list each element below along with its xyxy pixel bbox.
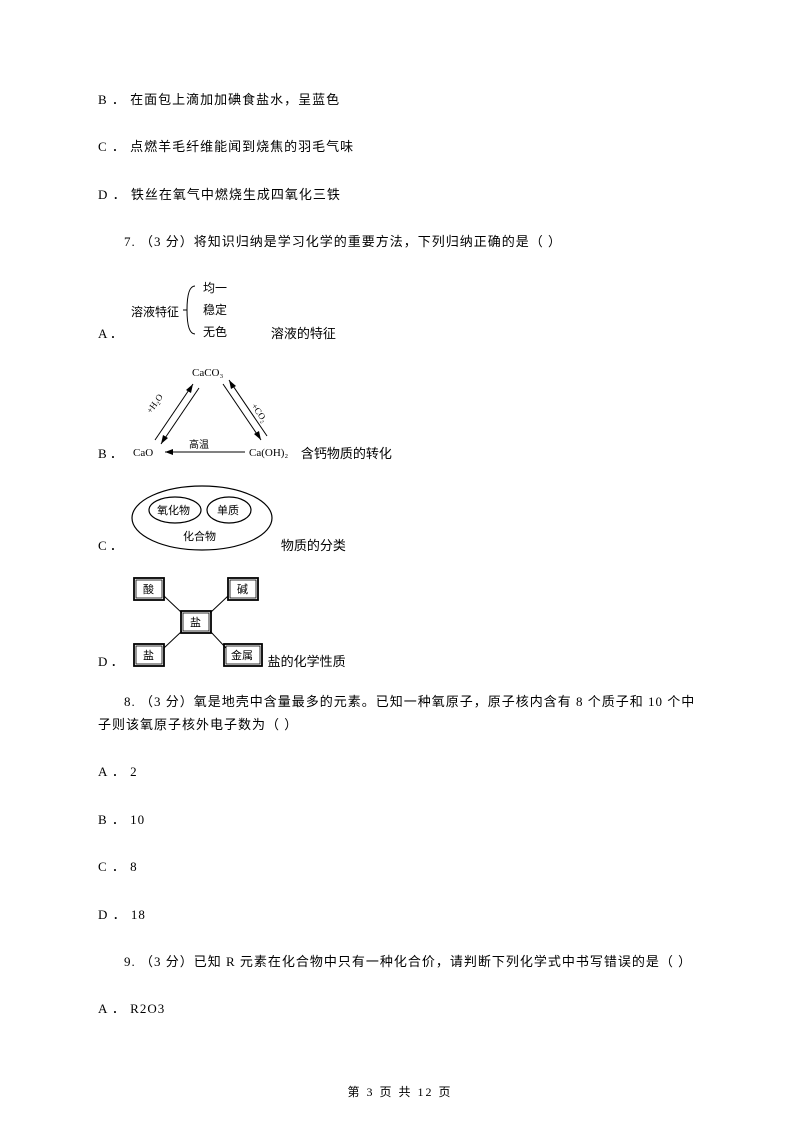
svg-text:氧化物: 氧化物 (157, 503, 190, 517)
q7-text: 7. （3 分）将知识归纳是学习化学的重要方法，下列归纳正确的是（ ） (98, 230, 702, 253)
q8-option-c: C ． 8 (98, 855, 702, 878)
svg-text:单质: 单质 (217, 504, 239, 517)
option-prefix: C ． (98, 535, 123, 554)
diagram-salt-properties: 盐 酸 碱 盐 金属 (128, 574, 264, 670)
svg-text:化合物: 化合物 (183, 529, 216, 543)
svg-text:稳定: 稳定 (203, 302, 227, 317)
diagram-solution-features: 溶液特征 均一 稳定 无色 (127, 278, 267, 342)
svg-text:盐: 盐 (143, 649, 154, 662)
svg-text:CaCO₃: CaCO₃ (192, 367, 224, 379)
svg-text:CaO: CaO (133, 447, 153, 459)
svg-text:+H₂O: +H₂O (144, 391, 165, 415)
option-suffix: 溶液的特征 (271, 323, 336, 342)
option-suffix: 盐的化学性质 (268, 651, 346, 670)
option-suffix: 物质的分类 (281, 535, 346, 554)
svg-text:均一: 均一 (203, 281, 227, 295)
q8-option-d: D ． 18 (98, 903, 702, 926)
q7-option-d: D ． 盐 酸 碱 盐 金属 (98, 574, 702, 670)
svg-text:碱: 碱 (237, 583, 248, 596)
q7-option-b: B ． CaCO₃ CaO Ca(OH)₂ +H₂O +CO₂ 高温 含钙物质的… (98, 362, 702, 462)
svg-text:溶液特征: 溶液特征 (131, 304, 179, 319)
q9-text: 9. （3 分）已知 R 元素在化合物中只有一种化合价，请判断下列化学式中书写错… (98, 950, 702, 973)
option-prefix: D ． (98, 651, 124, 670)
svg-text:Ca(OH)₂: Ca(OH)₂ (249, 447, 288, 459)
q8-option-b: B ． 10 (98, 808, 702, 831)
diagram-classification: 氧化物 单质 化合物 (127, 482, 277, 554)
option-suffix: 含钙物质的转化 (301, 443, 392, 462)
q6-option-b: B ． 在面包上滴加加碘食盐水，呈蓝色 (98, 88, 702, 111)
q6-option-c: C ． 点燃羊毛纤维能闻到烧焦的羽毛气味 (98, 135, 702, 158)
svg-text:酸: 酸 (143, 582, 154, 596)
q8-option-a: A ． 2 (98, 760, 702, 783)
option-prefix: A ． (98, 323, 123, 342)
q6-option-d: D ． 铁丝在氧气中燃烧生成四氧化三铁 (98, 183, 702, 206)
q7-option-c: C ． 氧化物 单质 化合物 物质的分类 (98, 482, 702, 554)
svg-text:高温: 高温 (189, 438, 209, 451)
option-prefix: B ． (98, 443, 123, 462)
svg-text:无色: 无色 (203, 325, 227, 339)
svg-text:金属: 金属 (231, 648, 253, 662)
diagram-calcium-cycle: CaCO₃ CaO Ca(OH)₂ +H₂O +CO₂ 高温 (127, 362, 297, 462)
page-footer: 第 3 页 共 12 页 (0, 1083, 800, 1100)
q8-text: 8. （3 分）氧是地壳中含量最多的元素。已知一种氧原子，原子核内含有 8 个质… (98, 690, 702, 737)
svg-text:+CO₂: +CO₂ (249, 401, 269, 424)
q9-option-a: A ． R2O3 (98, 997, 702, 1020)
svg-text:盐: 盐 (190, 616, 201, 629)
q7-option-a: A ． 溶液特征 均一 稳定 无色 溶液的特征 (98, 278, 702, 342)
